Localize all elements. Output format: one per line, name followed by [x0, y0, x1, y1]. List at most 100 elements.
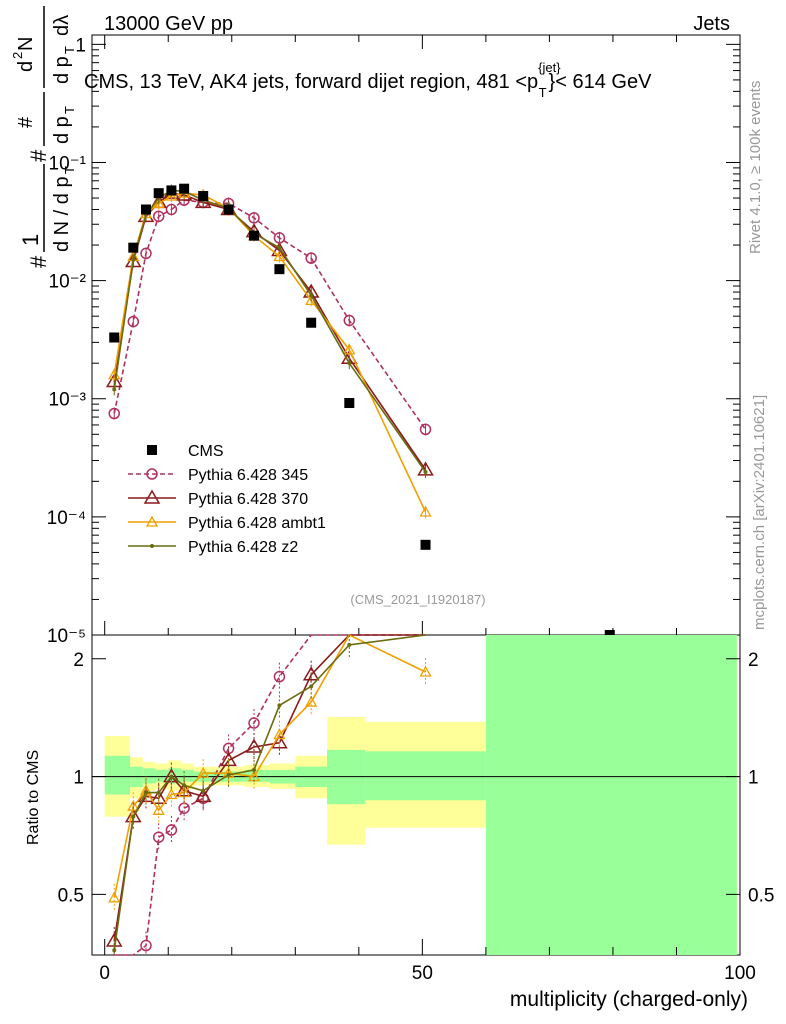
- main-series-line: [113, 192, 427, 513]
- cms-data-point: [153, 188, 164, 199]
- analysis-id: (CMS_2021_I1920187): [350, 592, 485, 607]
- main-series-point: [309, 293, 314, 298]
- y-label-numerator-n: N: [15, 37, 37, 51]
- ratio-uncertainty-band-inner: [142, 768, 156, 784]
- header-energy-label: 13000 GeV pp: [104, 13, 233, 35]
- ratio-plot-layer: 0.5 0.5 1 1 2 2 0 50 100: [58, 633, 774, 984]
- ratio-series-point: [131, 814, 136, 819]
- main-series-point: [343, 343, 356, 355]
- ratio-series-point: [144, 790, 148, 795]
- main-series-line: [113, 199, 427, 430]
- main-series-point: [305, 252, 317, 264]
- ratio-series-point: [165, 824, 178, 836]
- ratio-series-point: [112, 948, 117, 953]
- ratio-uncertainty-band-inner: [104, 755, 131, 795]
- main-series-line: [113, 192, 427, 471]
- plot-title: CMS, 13 TeV, AK4 jets, forward dijet reg…: [84, 60, 652, 100]
- main-y-tick-label: 10⁻³: [49, 390, 87, 411]
- ratio-y-tick-label: 0.5: [58, 885, 84, 906]
- main-series-point: [108, 407, 120, 420]
- legend-marker: [147, 445, 157, 455]
- cms-data-point: [344, 398, 355, 409]
- y-label-numerator-3: d: [15, 61, 37, 72]
- main-series-line: [113, 189, 427, 473]
- ratio-series-point: [419, 665, 432, 677]
- cms-data-point: [198, 191, 209, 202]
- legend-label: Pythia 6.428 345: [188, 467, 308, 484]
- legend-marker: [143, 489, 161, 504]
- main-y-tick-label: 10⁻⁴: [47, 508, 86, 529]
- plot-title-main: CMS, 13 TeV, AK4 jets, forward dijet reg…: [84, 71, 538, 93]
- ratio-series-point: [140, 939, 152, 952]
- ratio-series-point: [226, 772, 231, 777]
- y-label-hash-2: #: [26, 149, 51, 162]
- legend-label: Pythia 6.428 z2: [188, 539, 298, 556]
- ratio-series-point: [156, 790, 161, 795]
- ratio-uncertainty-band-inner: [365, 751, 486, 801]
- ratio-uncertainty-band-inner: [244, 769, 270, 782]
- legend: CMS Pythia 6.428 345 Pythia 6.428 370 Pythi…: [128, 443, 326, 556]
- cms-data-point: [274, 264, 285, 275]
- legend-marker: [150, 544, 154, 548]
- cms-data-point: [179, 183, 190, 194]
- ratio-y-tick-label-right: 1: [748, 768, 759, 789]
- ratio-series-point: [273, 670, 286, 683]
- ratio-series-point: [273, 728, 286, 740]
- y-label-lambda: dλ: [51, 15, 73, 36]
- main-series-point: [127, 315, 140, 328]
- ratio-y-tick-label-right: 0.5: [748, 885, 774, 906]
- main-series-point: [131, 257, 136, 262]
- ratio-y-tick-label-right: 2: [748, 650, 759, 671]
- cms-data-point: [128, 242, 139, 253]
- ratio-y-tick-label: 2: [73, 650, 84, 671]
- ratio-series-point: [245, 738, 263, 753]
- ratio-uncertainty-band-inner: [485, 635, 737, 955]
- y-label-hash-1: #: [26, 255, 51, 268]
- x-axis-label: multiplicity (charged-only): [510, 988, 748, 1011]
- main-series-point: [248, 212, 260, 224]
- y-label-denominator-3: d p: [51, 56, 73, 84]
- y-label-numerator-2: #: [15, 116, 37, 128]
- ratio-series-point: [165, 788, 178, 800]
- main-series-point: [140, 247, 152, 260]
- main-series-point: [152, 210, 165, 223]
- y-label-sub-t-2: T: [62, 106, 77, 114]
- main-plot-layer: 1 10⁻¹ 10⁻² 10⁻³ 10⁻⁴ 10⁻⁵: [47, 35, 741, 647]
- main-series-point: [343, 314, 356, 327]
- y-label-sup-2: 2: [10, 52, 25, 59]
- main-y-tick-label: 10⁻⁵: [47, 626, 86, 647]
- ratio-series-point: [309, 684, 314, 689]
- ratio-series-point: [347, 642, 352, 647]
- y-label-one: 1: [18, 234, 43, 246]
- x-tick-label: 0: [99, 963, 110, 984]
- legend-marker: [146, 468, 158, 480]
- legend-label: Pythia 6.428 370: [188, 491, 308, 508]
- main-series-point: [419, 423, 432, 436]
- plot-title-tail: }< 614 GeV: [549, 71, 653, 93]
- ratio-series-point: [252, 767, 256, 772]
- mcplots-credit: mcplots.cern.ch [arXiv:2401.10621]: [751, 395, 768, 630]
- y-label-sub-t-3: T: [62, 46, 77, 54]
- main-series-point: [152, 197, 165, 209]
- x-tick-label: 100: [724, 963, 756, 984]
- y-label-denominator-1: d N / d p: [51, 176, 73, 252]
- cms-data-point: [306, 317, 317, 328]
- y-label-denominator-2: d p: [51, 116, 73, 144]
- main-series-point: [165, 189, 178, 201]
- legend-label: Pythia 6.428 ambt1: [188, 515, 326, 532]
- ratio-series-point: [108, 891, 121, 903]
- ratio-series-point: [152, 831, 165, 843]
- rivet-version: Rivet 4.1.0, ≥ 100k events: [747, 81, 764, 254]
- ratio-series-point: [248, 717, 260, 729]
- main-y-tick-label: 1: [75, 35, 86, 56]
- main-y-axis-label: # 1 d N / d p T # # d p T d 2 N d p T dλ: [10, 6, 77, 268]
- legend-marker: [145, 515, 159, 527]
- cms-data-point: [166, 185, 177, 196]
- plot-title-sub: T: [539, 85, 547, 100]
- cms-data-point: [109, 332, 120, 343]
- main-series-point: [419, 505, 432, 517]
- main-series-point: [112, 387, 117, 392]
- legend-label: CMS: [188, 443, 224, 460]
- ratio-series-point: [277, 703, 282, 708]
